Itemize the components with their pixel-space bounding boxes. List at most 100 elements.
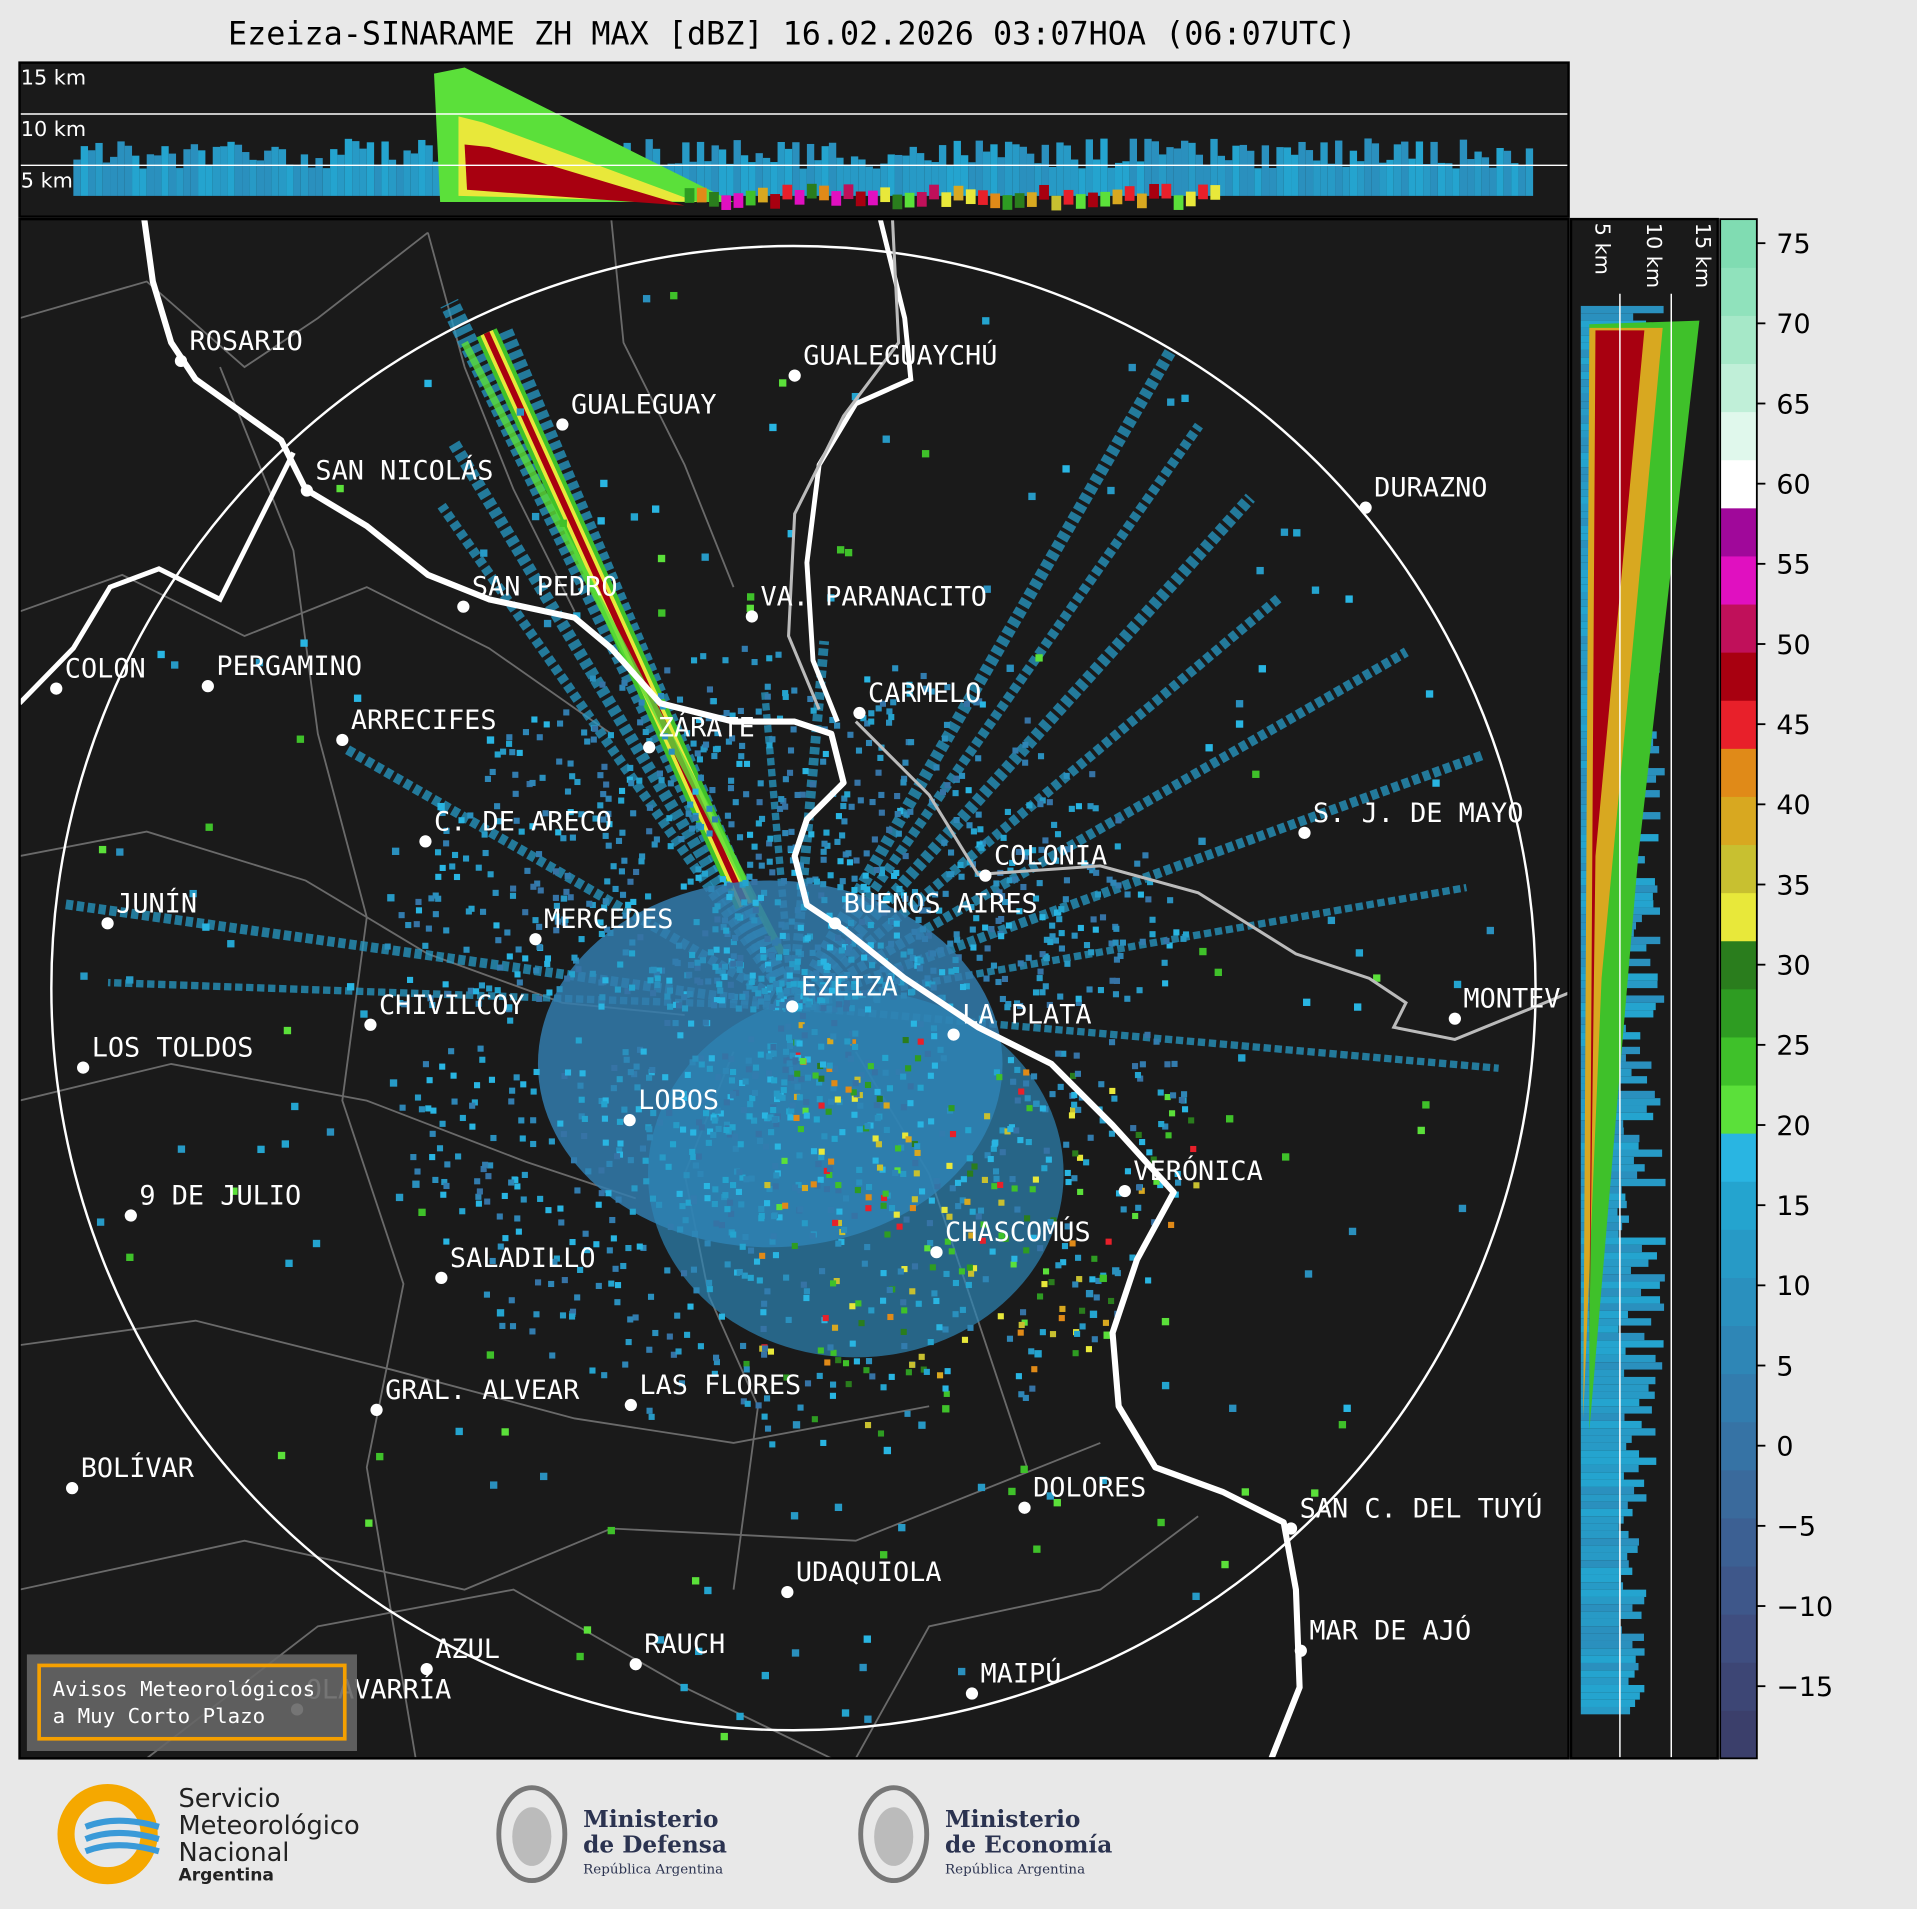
echo-pixel [693,1287,700,1294]
echo-pixel [422,1061,430,1068]
echo-pixel [189,889,197,898]
echo-pixel [987,1155,994,1163]
profile-echo [1217,155,1226,196]
echo-pixel [896,885,903,893]
echo-pixel [631,1185,638,1192]
echo-pixel [939,1130,946,1137]
echo-pixel [713,1220,720,1227]
echo-pixel [583,1626,592,1634]
city-label: VA. PARANACITO [760,581,987,612]
echo-pixel [1015,848,1022,855]
echo-pixel [592,725,599,732]
echo-pixel [1065,1178,1072,1186]
echo-pixel [578,1096,585,1103]
echo-pixel [549,1352,556,1359]
echo-pixel [743,1366,750,1373]
echo-pixel [880,1297,887,1304]
echo-pixel [860,715,867,722]
echo-pixel [667,843,674,850]
profile-echo [1580,313,1634,321]
echo-pixel [798,1076,805,1083]
profile-echo [396,165,404,196]
echo-pixel [856,1166,863,1173]
echo-pixel [558,1219,565,1226]
echo-pixel [1075,1106,1082,1113]
echo-pixel [621,1106,628,1113]
echo-pixel [1069,1240,1076,1247]
profile-echo [929,184,939,200]
profile-echo [1004,141,1013,196]
echo-pixel [871,836,878,843]
echo-pixel [841,795,848,802]
echo-pixel [1115,1190,1123,1197]
echo-pixel [467,812,474,819]
echo-pixel [722,657,729,664]
echo-pixel [1108,940,1115,947]
profile-echo [1026,153,1035,196]
logo-text: Argentina [178,1866,273,1886]
echo-pixel [418,1208,426,1217]
echo-pixel [763,1200,771,1207]
echo-pixel [779,1001,786,1009]
echo-pixel [1062,896,1069,903]
echo-pixel [708,886,715,893]
echo-pixel [353,694,362,702]
profile-echo [836,157,844,196]
echo-pixel [998,1232,1005,1239]
echo-pixel [857,797,864,804]
echo-pixel [586,900,593,907]
profile-echo [1580,1391,1655,1399]
echo-pixel [758,975,765,982]
echo-pixel [384,943,391,950]
colorbar-segment [1720,796,1757,846]
echo-pixel [780,1087,787,1094]
echo-pixel [821,1133,828,1140]
echo-pixel [963,700,970,707]
city-dot [624,1398,637,1412]
echo-pixel [1037,801,1044,808]
echo-pixel [895,1068,902,1076]
echo-pixel [909,988,916,995]
profile-echo [1525,148,1534,196]
colorbar-segment [1720,1084,1757,1134]
echo-pixel [726,1199,734,1206]
echo-pixel [867,942,874,949]
profile-echo [1002,195,1013,210]
echo-pixel [1486,926,1494,935]
echo-pixel [666,1333,673,1340]
echo-pixel [443,1238,450,1245]
echo-pixel [1095,1277,1102,1284]
echo-pixel [662,1074,669,1081]
echo-pixel [631,1071,638,1078]
echo-pixel [766,1185,773,1193]
echo-pixel [621,679,628,686]
echo-pixel [506,1004,513,1011]
echo-pixel [1161,1381,1170,1390]
profile-echo [990,144,998,196]
profile-echo [1092,159,1101,196]
profile-echo [794,189,805,205]
echo-pixel [966,822,973,829]
echo-pixel [777,992,784,999]
echo-pixel [778,921,785,928]
profile-echo [139,168,147,196]
profile-echo [205,164,213,196]
echo-pixel [618,868,625,875]
echo-pixel [710,698,717,705]
echo-pixel [749,914,756,921]
echo-pixel [997,1313,1004,1320]
echo-pixel [706,830,713,837]
echo-pixel [536,734,543,741]
echo-pixel [1069,1072,1077,1079]
echo-pixel [799,999,806,1006]
colorbar-segment [1720,219,1757,268]
echo-pixel [734,913,741,920]
echo-pixel [583,1247,591,1254]
profile-echo [872,168,881,196]
echo-pixel [1157,1182,1164,1189]
echo-pixel [851,1111,858,1118]
echo-pixel [432,1176,439,1183]
echo-pixel [1055,1262,1062,1269]
echo-pixel [1036,1293,1044,1300]
profile-echo [1210,138,1218,196]
